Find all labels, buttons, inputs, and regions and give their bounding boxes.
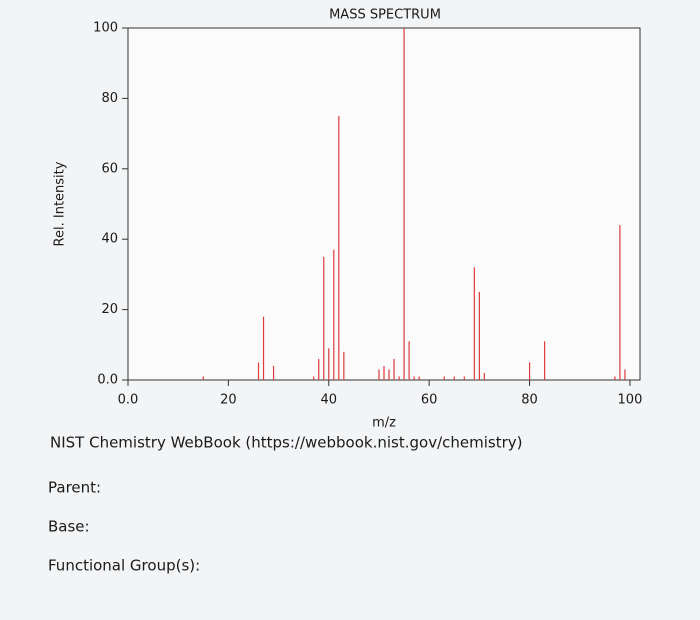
y-tick-label: 0.0 <box>97 373 118 388</box>
y-tick-label: 20 <box>101 302 118 317</box>
y-axis-label: Rel. Intensity <box>53 161 68 246</box>
y-tick-label: 80 <box>101 91 118 106</box>
question: Base: <box>48 518 90 536</box>
y-tick-label: 100 <box>93 21 118 36</box>
question: Parent: <box>48 479 101 497</box>
chart-title: MASS SPECTRUM <box>329 8 441 23</box>
x-tick-label: 100 <box>618 393 643 408</box>
x-tick-label: 60 <box>421 393 438 408</box>
x-tick-label: 20 <box>220 393 237 408</box>
x-tick-label: 80 <box>521 393 538 408</box>
y-tick-label: 60 <box>101 161 118 176</box>
x-axis-label: m/z <box>372 416 396 431</box>
y-tick-label: 40 <box>101 232 118 247</box>
source-note: NIST Chemistry WebBook (https://webbook.… <box>50 434 523 452</box>
x-tick-label: 0.0 <box>118 393 139 408</box>
question: Functional Group(s): <box>48 557 200 575</box>
x-tick-label: 40 <box>321 393 338 408</box>
plot-frame <box>127 27 641 381</box>
